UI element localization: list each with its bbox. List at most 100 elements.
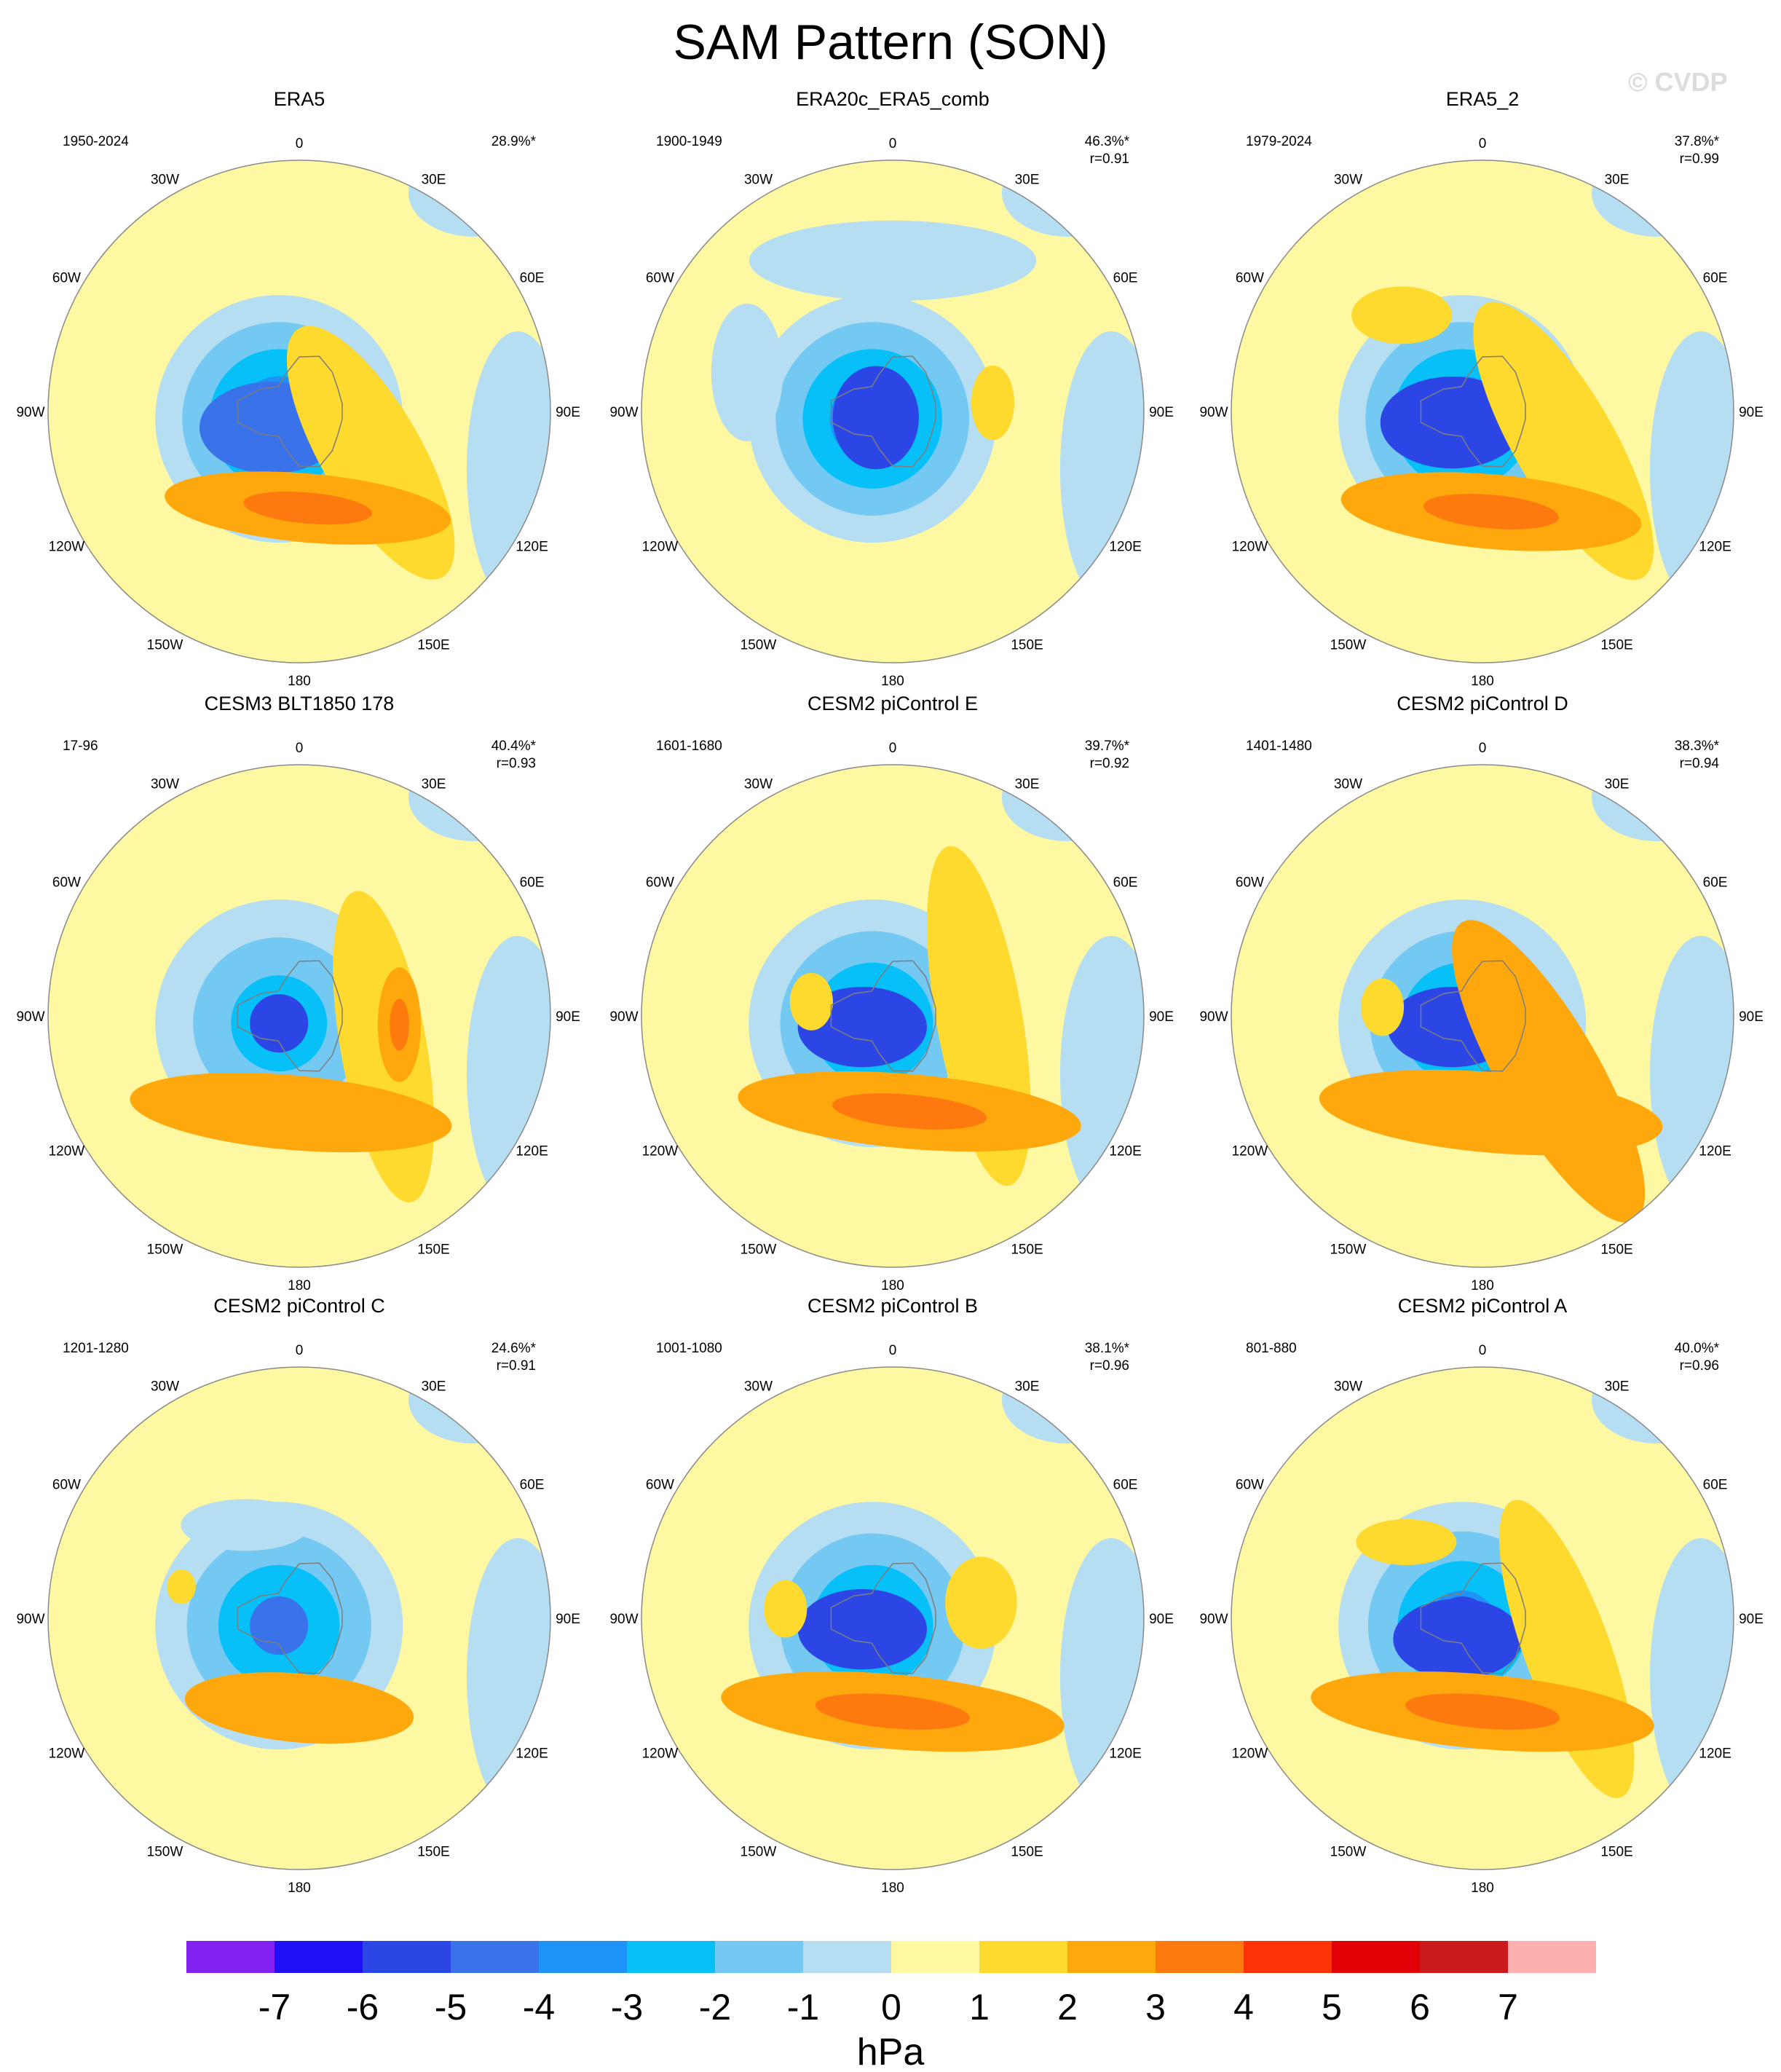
lon-label: 120E (516, 540, 548, 555)
panel-title: CESM2 piControl E (807, 693, 978, 714)
lon-label: 60E (1703, 1478, 1728, 1493)
colorbar: -7 -6 -5 -4 -3 -2 -1 0 1 2 3 4 5 6 7 hPa (186, 1941, 1596, 2072)
lon-label: 150W (147, 1845, 183, 1860)
lon-label: 30E (1605, 1379, 1630, 1394)
panel-period: 1201-1280 (63, 1341, 129, 1356)
panel-period: 1601-1680 (656, 738, 722, 754)
panel-variance-pct: 39.7%* (1085, 738, 1130, 754)
figure-title: SAM Pattern (SON) (673, 15, 1108, 70)
negative-anomaly-region (711, 303, 783, 442)
lon-label: 90W (16, 405, 44, 420)
lon-label: 30W (1334, 172, 1362, 187)
lon-label: 90E (1739, 405, 1764, 420)
positive-anomaly-region (945, 1556, 1017, 1649)
map-outline (47, 159, 551, 663)
lon-label: 150W (1330, 1242, 1367, 1258)
anomaly-field (1319, 765, 1734, 1223)
panel-period: 1900-1949 (656, 134, 722, 149)
antarctica-coastline (830, 355, 936, 468)
colorbar-tick-label: 0 (881, 1987, 901, 2028)
lon-label: 150E (417, 1242, 449, 1258)
panel-title: CESM2 piControl C (213, 1295, 385, 1317)
panel-title: CESM2 piControl D (1397, 693, 1568, 714)
lon-label: 120E (516, 1144, 548, 1159)
lon-label: 60E (1113, 875, 1138, 891)
antarctica-coastline (830, 1562, 936, 1674)
panel-pattern-corr: r=0.94 (1680, 756, 1720, 771)
lon-label: 0 (889, 741, 897, 756)
lon-label: 120E (516, 1746, 548, 1762)
negative-anomaly-region (797, 1588, 928, 1670)
positive-anomaly-region (789, 972, 833, 1031)
lon-label: 180 (288, 1278, 311, 1293)
panel-pattern-corr: r=0.91 (497, 1358, 536, 1374)
panel-title: ERA5 (274, 88, 325, 110)
lon-label: 180 (881, 1880, 904, 1896)
lon-label: 0 (889, 1343, 897, 1358)
lon-label: 90E (556, 405, 580, 420)
lon-label: 30E (1605, 776, 1630, 792)
map-panel-4: 0 30E 60E 90E 120E 150E 180 150W 120W 90W 60W 30W CE… (16, 693, 580, 1293)
colorbar-swatch (186, 1941, 275, 1973)
positive-anomaly-core (1413, 1093, 1568, 1132)
lon-label: 150E (1600, 1242, 1632, 1258)
lon-label: 30W (151, 1379, 179, 1394)
lon-label: 120E (1109, 1746, 1141, 1762)
lon-label: 30W (1334, 776, 1362, 792)
colorbar-tick-label: -7 (258, 1987, 291, 2028)
positive-anomaly-core (1405, 1693, 1560, 1730)
lon-label: 120W (49, 1746, 85, 1762)
lon-label: 90W (1199, 1009, 1228, 1025)
lon-label: 30W (744, 1379, 773, 1394)
lon-label: 150E (1011, 1242, 1043, 1258)
lon-label: 180 (288, 1880, 311, 1896)
panel-title: CESM3 BLT1850 178 (205, 693, 395, 714)
colorbar-tick-label: 1 (969, 1987, 990, 2028)
colorbar-swatch (1508, 1941, 1596, 1973)
positive-anomaly-core (243, 491, 372, 525)
lon-label: 120W (642, 1746, 679, 1762)
lon-label: 150W (741, 1845, 777, 1860)
lon-label: 150W (147, 1242, 183, 1258)
lon-label: 150E (1600, 638, 1632, 653)
map-panel-2: 0 30E 60E 90E 120E 150E 180 150W 120W 90W 60W 30W ER… (609, 88, 1173, 689)
antarctica-coastline (237, 355, 343, 468)
positive-anomaly-region (971, 365, 1015, 441)
map-outline (1231, 1366, 1734, 1870)
panel-pattern-corr: r=0.93 (497, 756, 536, 771)
lon-label: 30E (422, 172, 446, 187)
colorbar-swatch (715, 1941, 803, 1973)
panel-variance-pct: 37.8%* (1675, 134, 1720, 149)
antarctica-coastline (1420, 1562, 1526, 1674)
panel-period: 1401-1480 (1246, 738, 1312, 754)
lon-label: 150W (1330, 1845, 1367, 1860)
colorbar-tick-label: -6 (347, 1987, 379, 2028)
negative-anomaly-region (467, 331, 550, 608)
positive-anomaly-region (1351, 286, 1453, 344)
lon-label: 0 (889, 136, 897, 151)
polar-low-contour (250, 994, 309, 1053)
lon-label: 90W (16, 1612, 44, 1627)
negative-anomaly-region (1060, 1538, 1144, 1815)
map-panel-1: 0 30E 60E 90E 120E 150E 180 150W 120W 90W 60W 30W ER… (16, 88, 580, 689)
colorbar-swatch (891, 1941, 979, 1973)
lon-label: 150E (1011, 638, 1043, 653)
panel-period: 801-880 (1246, 1341, 1297, 1356)
lon-label: 30E (1015, 1379, 1040, 1394)
negative-anomaly-region (467, 1538, 550, 1815)
lon-label: 90E (556, 1009, 580, 1025)
map-panel-8: 0 30E 60E 90E 120E 150E 180 150W 120W 90W 60W 30W CE… (609, 1295, 1173, 1896)
panel-period: 1001-1080 (656, 1341, 722, 1356)
anomaly-field (1311, 1367, 1734, 1815)
lon-label: 90W (16, 1009, 44, 1025)
colorbar-tick-label: -1 (787, 1987, 819, 2028)
lon-label: 30W (744, 776, 773, 792)
colorbar-swatch (979, 1941, 1067, 1973)
colorbar-swatch (1067, 1941, 1156, 1973)
lon-label: 30E (422, 1379, 446, 1394)
lon-label: 150W (741, 1242, 777, 1258)
colorbar-swatch (451, 1941, 539, 1973)
panel-period: 1950-2024 (63, 134, 129, 149)
panel-title: CESM2 piControl B (807, 1295, 978, 1317)
